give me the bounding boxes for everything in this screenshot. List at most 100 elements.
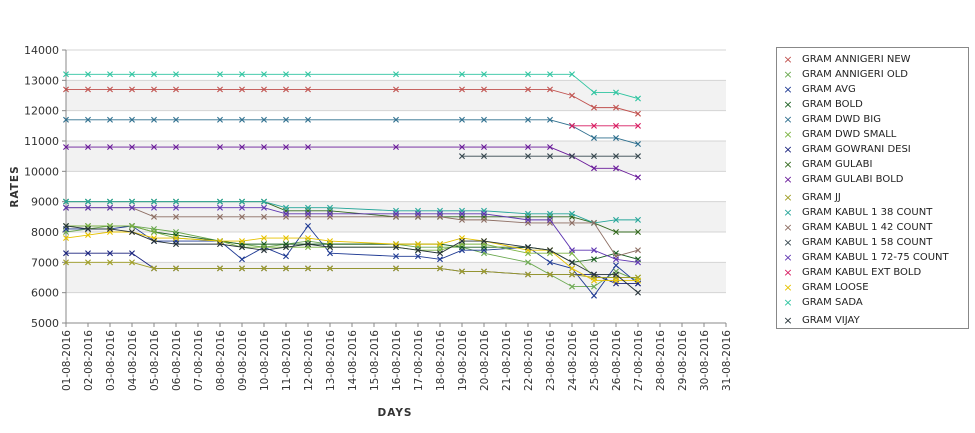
series-15 (63, 229, 641, 284)
x-tick-label: 15-08-2016 (369, 330, 381, 391)
legend-label: GRAM VIJAY (802, 315, 860, 326)
data-point (63, 250, 69, 257)
data-point (173, 241, 179, 248)
data-point (305, 235, 311, 242)
data-point (173, 116, 179, 123)
data-point (129, 259, 135, 266)
data-point (591, 256, 597, 263)
data-point (547, 153, 553, 160)
data-point (569, 219, 575, 226)
data-point (547, 86, 553, 93)
data-point (261, 116, 267, 123)
data-point (151, 116, 157, 123)
data-point (393, 253, 399, 260)
data-point (239, 265, 245, 272)
data-point (261, 247, 267, 254)
data-point (569, 247, 575, 254)
data-point (173, 204, 179, 211)
data-point (63, 198, 69, 205)
data-point (305, 116, 311, 123)
data-point (437, 265, 443, 272)
data-point (481, 86, 487, 93)
data-point (613, 216, 619, 223)
x-tick-label: 09-08-2016 (237, 330, 249, 391)
data-point (129, 204, 135, 211)
data-point (283, 253, 289, 260)
data-point (613, 122, 619, 129)
data-point (85, 71, 91, 78)
x-tick-label: 11-08-2016 (281, 330, 293, 391)
legend-marker-icon: × (783, 143, 793, 156)
x-tick-label: 27-08-2016 (633, 330, 645, 391)
data-point (591, 153, 597, 160)
data-point (591, 292, 597, 299)
data-point (547, 247, 553, 254)
legend-label: GRAM BOLD (802, 99, 863, 110)
x-tick-label: 21-08-2016 (501, 330, 513, 391)
data-point (85, 259, 91, 266)
data-point (63, 86, 69, 93)
data-point (63, 204, 69, 211)
data-point (283, 210, 289, 217)
y-tick-label: 6000 (31, 287, 59, 300)
data-point (107, 144, 113, 151)
data-point (481, 210, 487, 217)
data-point (85, 144, 91, 151)
x-tick-label: 22-08-2016 (523, 330, 535, 391)
x-tick-label: 29-08-2016 (677, 330, 689, 391)
data-point (239, 86, 245, 93)
legend-label: GRAM SADA (802, 297, 863, 308)
x-tick-label: 31-08-2016 (721, 330, 733, 391)
series-line (66, 261, 638, 278)
data-point (481, 238, 487, 245)
legend-label: GRAM KABUL 1 72-75 COUNT (802, 252, 949, 263)
data-point (613, 134, 619, 141)
data-point (85, 250, 91, 257)
data-point (107, 204, 113, 211)
data-point (305, 222, 311, 229)
data-point (569, 271, 575, 278)
data-point (591, 134, 597, 141)
data-point (107, 225, 113, 232)
x-axis-title: DAYS (377, 407, 412, 419)
data-point (635, 247, 641, 254)
x-tick-label: 03-08-2016 (105, 330, 117, 391)
y-tick-label: 13000 (24, 74, 59, 87)
data-point (459, 71, 465, 78)
legend-item: × GRAM KABUL EXT BOLD (777, 265, 967, 280)
data-point (261, 235, 267, 242)
legend-label: GRAM ANNIGERI OLD (802, 69, 908, 80)
data-point (129, 222, 135, 229)
data-point (305, 241, 311, 248)
data-point (459, 116, 465, 123)
data-point (635, 153, 641, 160)
x-tick-label: 04-08-2016 (127, 330, 139, 391)
data-point (569, 283, 575, 290)
data-point (217, 213, 223, 220)
legend-item: × GRAM KABUL 1 38 COUNT (777, 205, 967, 220)
data-point (217, 86, 223, 93)
y-tick-label: 11000 (24, 135, 59, 148)
legend-marker-icon: × (783, 53, 793, 66)
x-tick-label: 24-08-2016 (567, 330, 579, 391)
data-point (261, 86, 267, 93)
legend-item: × GRAM ANNIGERI NEW (777, 52, 967, 67)
legend-marker-icon: × (783, 113, 793, 126)
data-point (327, 250, 333, 257)
legend-marker-icon: × (783, 173, 793, 186)
series-line (66, 88, 639, 115)
data-point (261, 71, 267, 78)
data-point (239, 213, 245, 220)
data-point (239, 116, 245, 123)
data-point (63, 222, 69, 229)
data-point (481, 116, 487, 123)
legend-item: × GRAM KABUL 1 72-75 COUNT (777, 250, 967, 265)
legend-marker-icon: × (783, 83, 793, 96)
data-point (613, 262, 619, 269)
x-tick-label: 12-08-2016 (303, 330, 315, 391)
data-point (305, 265, 311, 272)
data-point (173, 213, 179, 220)
data-point (459, 144, 465, 151)
data-point (415, 247, 421, 254)
legend-marker-icon: × (783, 236, 793, 249)
